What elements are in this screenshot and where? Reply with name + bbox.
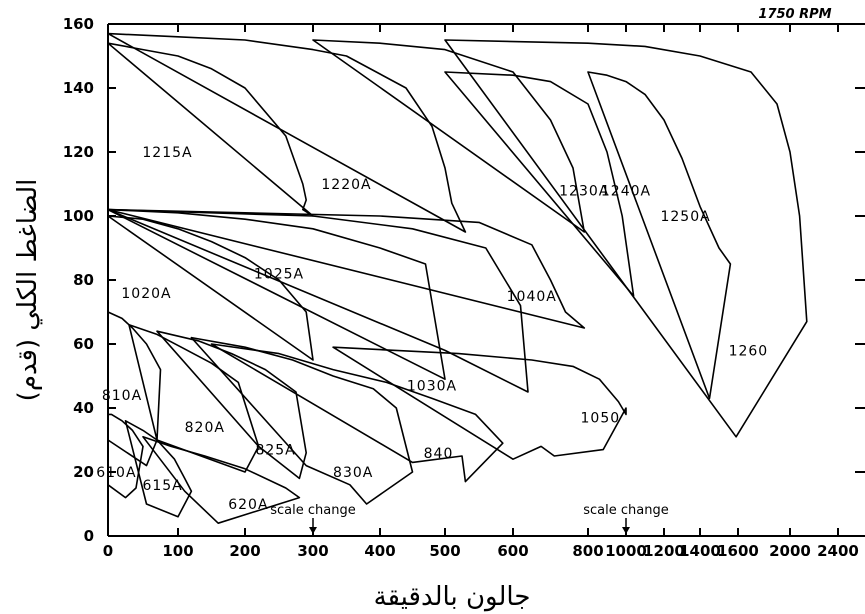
zone-label: 1050 xyxy=(581,411,621,427)
zone-label: 1215A xyxy=(142,145,192,161)
pump-zone-labels: 610A 615A 620A 810A 820A 825A 830A 840 1050 1020A… xyxy=(96,145,769,513)
zone-820a xyxy=(128,323,260,473)
zone-label: 1250A xyxy=(660,209,710,225)
y-tick-label: 140 xyxy=(63,79,94,97)
x-tick-label: 100 xyxy=(162,542,193,560)
x-tick-label: 1600 xyxy=(717,542,759,560)
zone-615a xyxy=(124,419,193,518)
y-tick-label: 40 xyxy=(73,399,94,417)
zone-label: 1030A xyxy=(407,379,457,395)
zone-1240a xyxy=(444,71,635,297)
zone-1230a xyxy=(312,39,586,233)
x-tick-label: 1400 xyxy=(679,542,721,560)
zone-label: 840 xyxy=(424,446,454,462)
x-tick-label: 800 xyxy=(572,542,603,560)
zone-1260 xyxy=(444,39,808,438)
zone-label: 1260 xyxy=(729,343,769,359)
x-tick-label: 2400 xyxy=(817,542,859,560)
zone-label: 825A xyxy=(255,443,295,459)
scale-change-arrow-head xyxy=(622,527,630,534)
zone-label: 820A xyxy=(185,420,225,436)
y-tick-label: 20 xyxy=(73,463,94,481)
x-tick-label: 0 xyxy=(103,542,113,560)
zone-1020a xyxy=(107,215,314,361)
x-tick-label: 200 xyxy=(229,542,260,560)
y-tick-label: 0 xyxy=(84,527,94,545)
x-tick-label: 1200 xyxy=(643,542,685,560)
zone-label: 1230A xyxy=(559,183,609,199)
x-tick-label: 2000 xyxy=(769,542,811,560)
scale-change-label: scale change xyxy=(270,503,355,518)
zone-label: 1025A xyxy=(254,267,304,283)
zone-label: 615A xyxy=(142,478,182,494)
zone-label: 810A xyxy=(102,388,142,404)
y-axis-ticks: 0 20 40 60 80 100 120 140 160 xyxy=(63,15,865,545)
zone-label: 610A xyxy=(96,465,136,481)
zone-610a xyxy=(107,413,144,499)
zone-1025a xyxy=(107,208,446,381)
y-axis-title: الضاغط الكلي (قدم) xyxy=(13,179,43,402)
x-tick-label: 300 xyxy=(297,542,328,560)
zone-label: 620A xyxy=(228,497,268,513)
y-tick-label: 120 xyxy=(63,143,94,161)
zone-1030a xyxy=(107,208,529,393)
x-axis-title: جالون بالدقيقة xyxy=(374,582,531,612)
y-tick-label: 160 xyxy=(63,15,94,33)
zone-830a xyxy=(190,336,414,505)
y-tick-label: 80 xyxy=(73,271,94,289)
scale-change-arrow-head xyxy=(309,527,317,534)
zone-1215a xyxy=(107,42,314,217)
x-tick-label: 1000 xyxy=(605,542,647,560)
zone-1050 xyxy=(332,346,627,461)
x-tick-label: 600 xyxy=(497,542,528,560)
x-tick-label: 400 xyxy=(364,542,395,560)
x-tick-label: 500 xyxy=(429,542,460,560)
zone-840a xyxy=(210,343,504,483)
zone-label: 1020A xyxy=(121,286,171,302)
zone-label: 1240A xyxy=(601,183,651,199)
zone-1250a xyxy=(587,71,732,400)
zone-label: 1040A xyxy=(507,289,557,305)
zone-825a xyxy=(156,330,308,480)
scale-change-label: scale change xyxy=(583,503,668,518)
zone-1040a xyxy=(107,208,586,329)
rpm-label: 1750 RPM xyxy=(758,7,831,22)
scale-change-annotations: scale change scale change xyxy=(270,503,669,534)
y-tick-label: 100 xyxy=(63,207,94,225)
y-tick-label: 60 xyxy=(73,335,94,353)
zone-1220a xyxy=(107,32,467,233)
pump-zones xyxy=(107,32,808,525)
zone-label: 1220A xyxy=(321,177,371,193)
zone-label: 830A xyxy=(333,465,373,481)
zone-810a xyxy=(107,311,162,467)
